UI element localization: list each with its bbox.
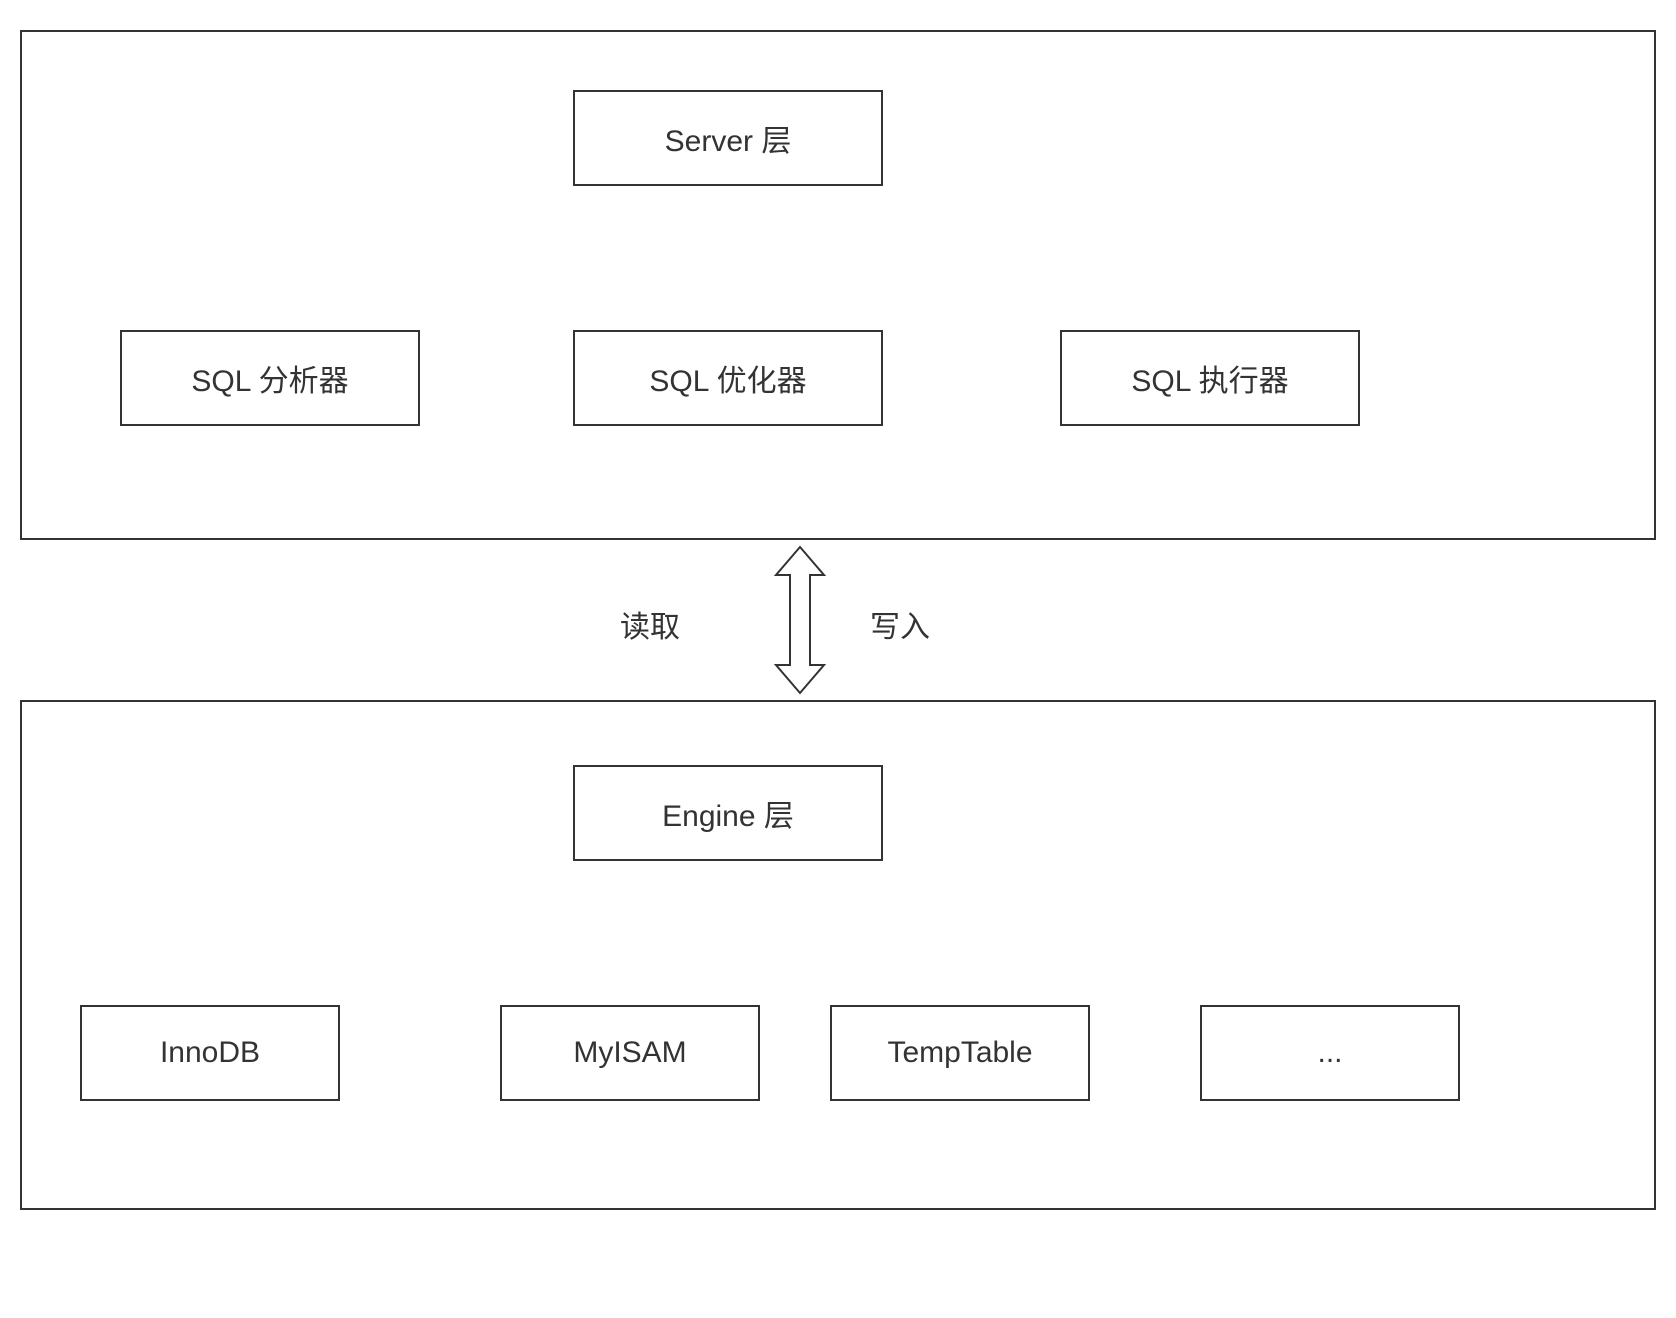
engine-layer-title-label: Engine 层 xyxy=(662,791,794,835)
innodb-label: InnoDB xyxy=(160,1036,260,1070)
server-layer-title: Server 层 xyxy=(573,90,883,186)
bidirectional-arrow-icon xyxy=(770,545,830,695)
sql-optimizer-label: SQL 优化器 xyxy=(649,356,806,400)
more-engines-node: ... xyxy=(1200,1005,1460,1101)
sql-optimizer-node: SQL 优化器 xyxy=(573,330,883,426)
sql-analyzer-node: SQL 分析器 xyxy=(120,330,420,426)
temptable-label: TempTable xyxy=(887,1036,1032,1070)
arrow-label-write-text: 写入 xyxy=(870,611,930,644)
myisam-label: MyISAM xyxy=(573,1036,686,1070)
engine-layer-title: Engine 层 xyxy=(573,765,883,861)
sql-executor-label: SQL 执行器 xyxy=(1131,356,1288,400)
arrow-label-write: 写入 xyxy=(870,602,930,646)
server-layer-title-label: Server 层 xyxy=(665,116,792,160)
arrow-label-read: 读取 xyxy=(620,602,680,646)
sql-analyzer-label: SQL 分析器 xyxy=(191,356,348,400)
sql-executor-node: SQL 执行器 xyxy=(1060,330,1360,426)
more-engines-label: ... xyxy=(1317,1036,1342,1070)
arrow-label-read-text: 读取 xyxy=(620,611,680,644)
innodb-node: InnoDB xyxy=(80,1005,340,1101)
temptable-node: TempTable xyxy=(830,1005,1090,1101)
myisam-node: MyISAM xyxy=(500,1005,760,1101)
